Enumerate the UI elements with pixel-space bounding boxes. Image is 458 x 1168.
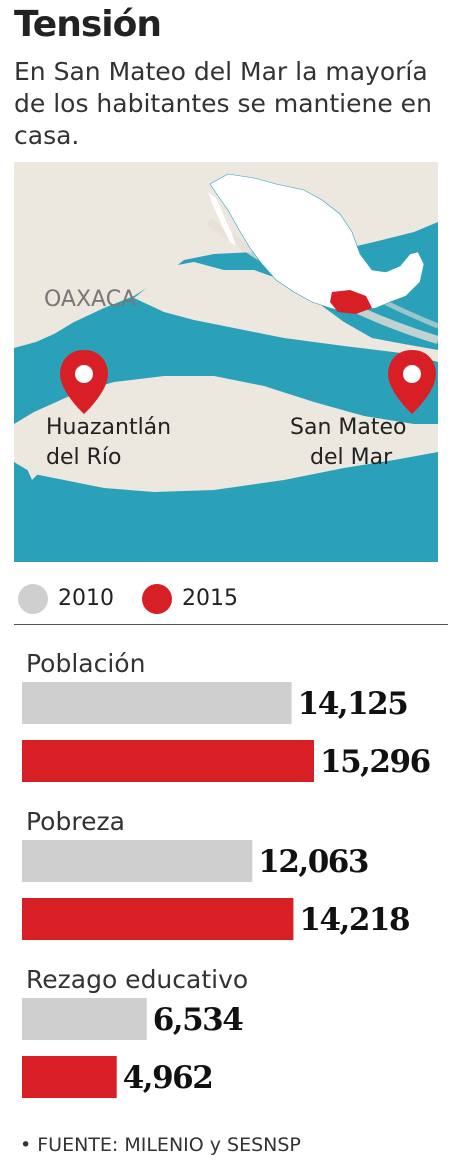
chart-subtitle: En San Mateo del Mar la mayoría de los h… bbox=[14, 57, 432, 150]
category-label: Población bbox=[26, 649, 145, 678]
mexico-inset bbox=[209, 173, 425, 313]
bar-chart: Población 14,125 15,296 Pobreza 12,063 14,218… bbox=[22, 649, 431, 1098]
map-islet bbox=[24, 454, 44, 480]
map-sandbar bbox=[14, 376, 438, 492]
location-map: OAXACA Huazantlán del Río San Mateo del … bbox=[14, 162, 438, 562]
legend-label-2015: 2015 bbox=[182, 586, 238, 611]
place-label: Huazantlán bbox=[46, 415, 171, 440]
pin-icon bbox=[60, 350, 108, 414]
value-label: 14,125 bbox=[298, 686, 408, 722]
value-label: 14,218 bbox=[299, 902, 409, 938]
legend-swatch-2010 bbox=[18, 584, 48, 614]
value-label: 15,296 bbox=[320, 744, 430, 780]
pin-icon bbox=[388, 350, 436, 414]
map-land bbox=[14, 162, 438, 362]
state-label: OAXACA bbox=[44, 287, 136, 312]
bar-2010 bbox=[22, 998, 147, 1040]
category-label: Pobreza bbox=[26, 807, 125, 836]
source-note: • FUENTE: MILENIO y SESNSP bbox=[20, 1134, 301, 1156]
bar-2015 bbox=[22, 898, 294, 940]
value-label: 6,534 bbox=[153, 1002, 244, 1038]
value-label: 12,063 bbox=[258, 844, 368, 880]
bar-2010 bbox=[22, 840, 253, 882]
baja-california-inset bbox=[208, 192, 236, 246]
place-label: del Río bbox=[46, 445, 121, 470]
bar-2010 bbox=[22, 682, 292, 724]
category-label: Rezago educativo bbox=[26, 965, 248, 994]
bar-2015 bbox=[22, 1056, 117, 1098]
legend: 2010 2015 bbox=[18, 578, 448, 618]
divider bbox=[14, 624, 448, 625]
place-label: San Mateo bbox=[290, 415, 406, 440]
place-label: del Mar bbox=[310, 445, 393, 470]
legend-label-2010: 2010 bbox=[58, 586, 114, 611]
chart-title: Tensión bbox=[14, 4, 162, 45]
legend-swatch-2015 bbox=[142, 584, 172, 614]
bar-2015 bbox=[22, 740, 314, 782]
oaxaca-highlight bbox=[330, 290, 372, 314]
value-label: 4,962 bbox=[123, 1060, 213, 1096]
